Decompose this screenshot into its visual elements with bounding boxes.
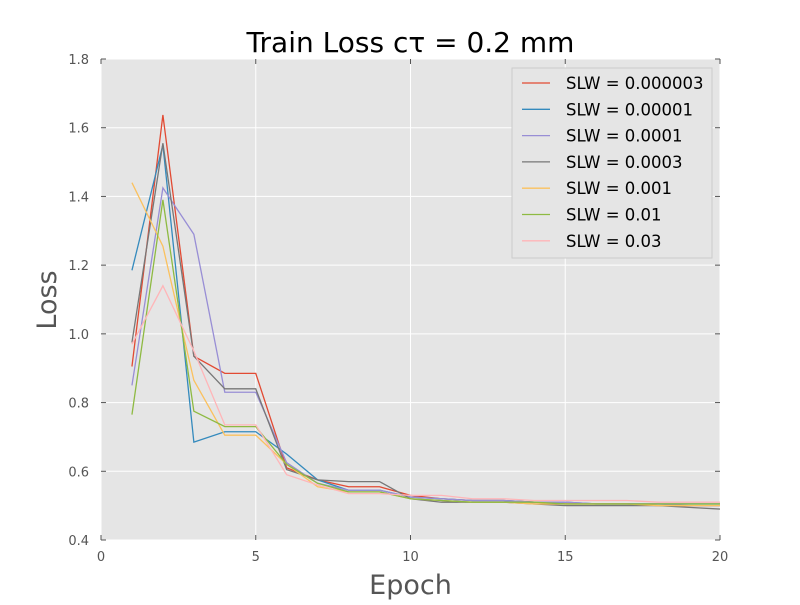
y-tick-label: 1.0 (68, 328, 89, 343)
legend-box (511, 67, 713, 259)
x-axis-label: Epoch (369, 570, 452, 600)
y-axis-label: Loss (32, 270, 63, 329)
legend-item: SLW = 0.03 (522, 232, 662, 251)
x-tick-label: 5 (252, 550, 260, 565)
legend: SLW = 0.000003 SLW = 0.00001 SLW = 0.0001 S… (511, 67, 713, 259)
series-line-6 (131, 199, 720, 505)
y-tick-label: 0.6 (68, 465, 89, 480)
legend-item: SLW = 0.0001 (522, 127, 683, 146)
series-line-4 (131, 143, 721, 510)
legend-label: SLW = 0.01 (566, 206, 662, 225)
y-tick-label: 1.2 (68, 259, 89, 274)
legend-label: SLW = 0.03 (566, 232, 662, 251)
legend-item: SLW = 0.0003 (522, 153, 683, 172)
chart-title: Train Loss cτ = 0.2 mm (246, 26, 575, 59)
legend-item: SLW = 0.00001 (522, 100, 693, 119)
y-tick-label: 1.8 (68, 53, 89, 68)
y-tick-label: 1.6 (68, 122, 89, 137)
x-tick-label: 15 (557, 550, 574, 565)
legend-item: SLW = 0.001 (522, 179, 672, 198)
legend-label: SLW = 0.000003 (566, 74, 704, 93)
legend-label: SLW = 0.001 (566, 179, 672, 198)
series-layer (131, 114, 721, 510)
series-line-7 (131, 284, 720, 503)
x-tick-label: 10 (402, 550, 419, 565)
legend-label: SLW = 0.0001 (566, 127, 683, 146)
y-tick-label: 0.8 (68, 397, 89, 412)
x-tick-label: 20 (712, 550, 729, 565)
legend-item: SLW = 0.01 (522, 206, 662, 225)
ticks-layer: 0 5 10 15 20 0.4 0.6 0.8 1.0 1.2 1.4 1.6 1.8 (68, 53, 728, 565)
legend-label: SLW = 0.0003 (566, 153, 683, 172)
legend-item: SLW = 0.000003 (522, 74, 704, 93)
legend-items: SLW = 0.000003 SLW = 0.00001 SLW = 0.0001 S… (522, 74, 704, 251)
x-tick-label: 0 (97, 550, 105, 565)
y-tick-label: 1.4 (68, 190, 89, 205)
y-tick-label: 0.4 (68, 534, 89, 549)
legend-label: SLW = 0.00001 (566, 100, 693, 119)
